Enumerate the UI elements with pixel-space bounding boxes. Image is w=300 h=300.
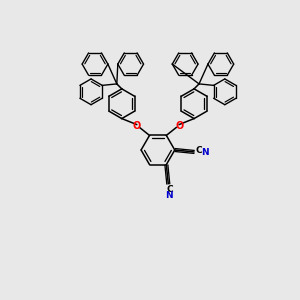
Text: N: N [201,148,208,158]
Text: C: C [195,146,202,155]
Text: O: O [133,121,141,130]
Text: C: C [166,185,172,194]
Text: O: O [175,121,183,130]
Text: N: N [166,191,173,200]
